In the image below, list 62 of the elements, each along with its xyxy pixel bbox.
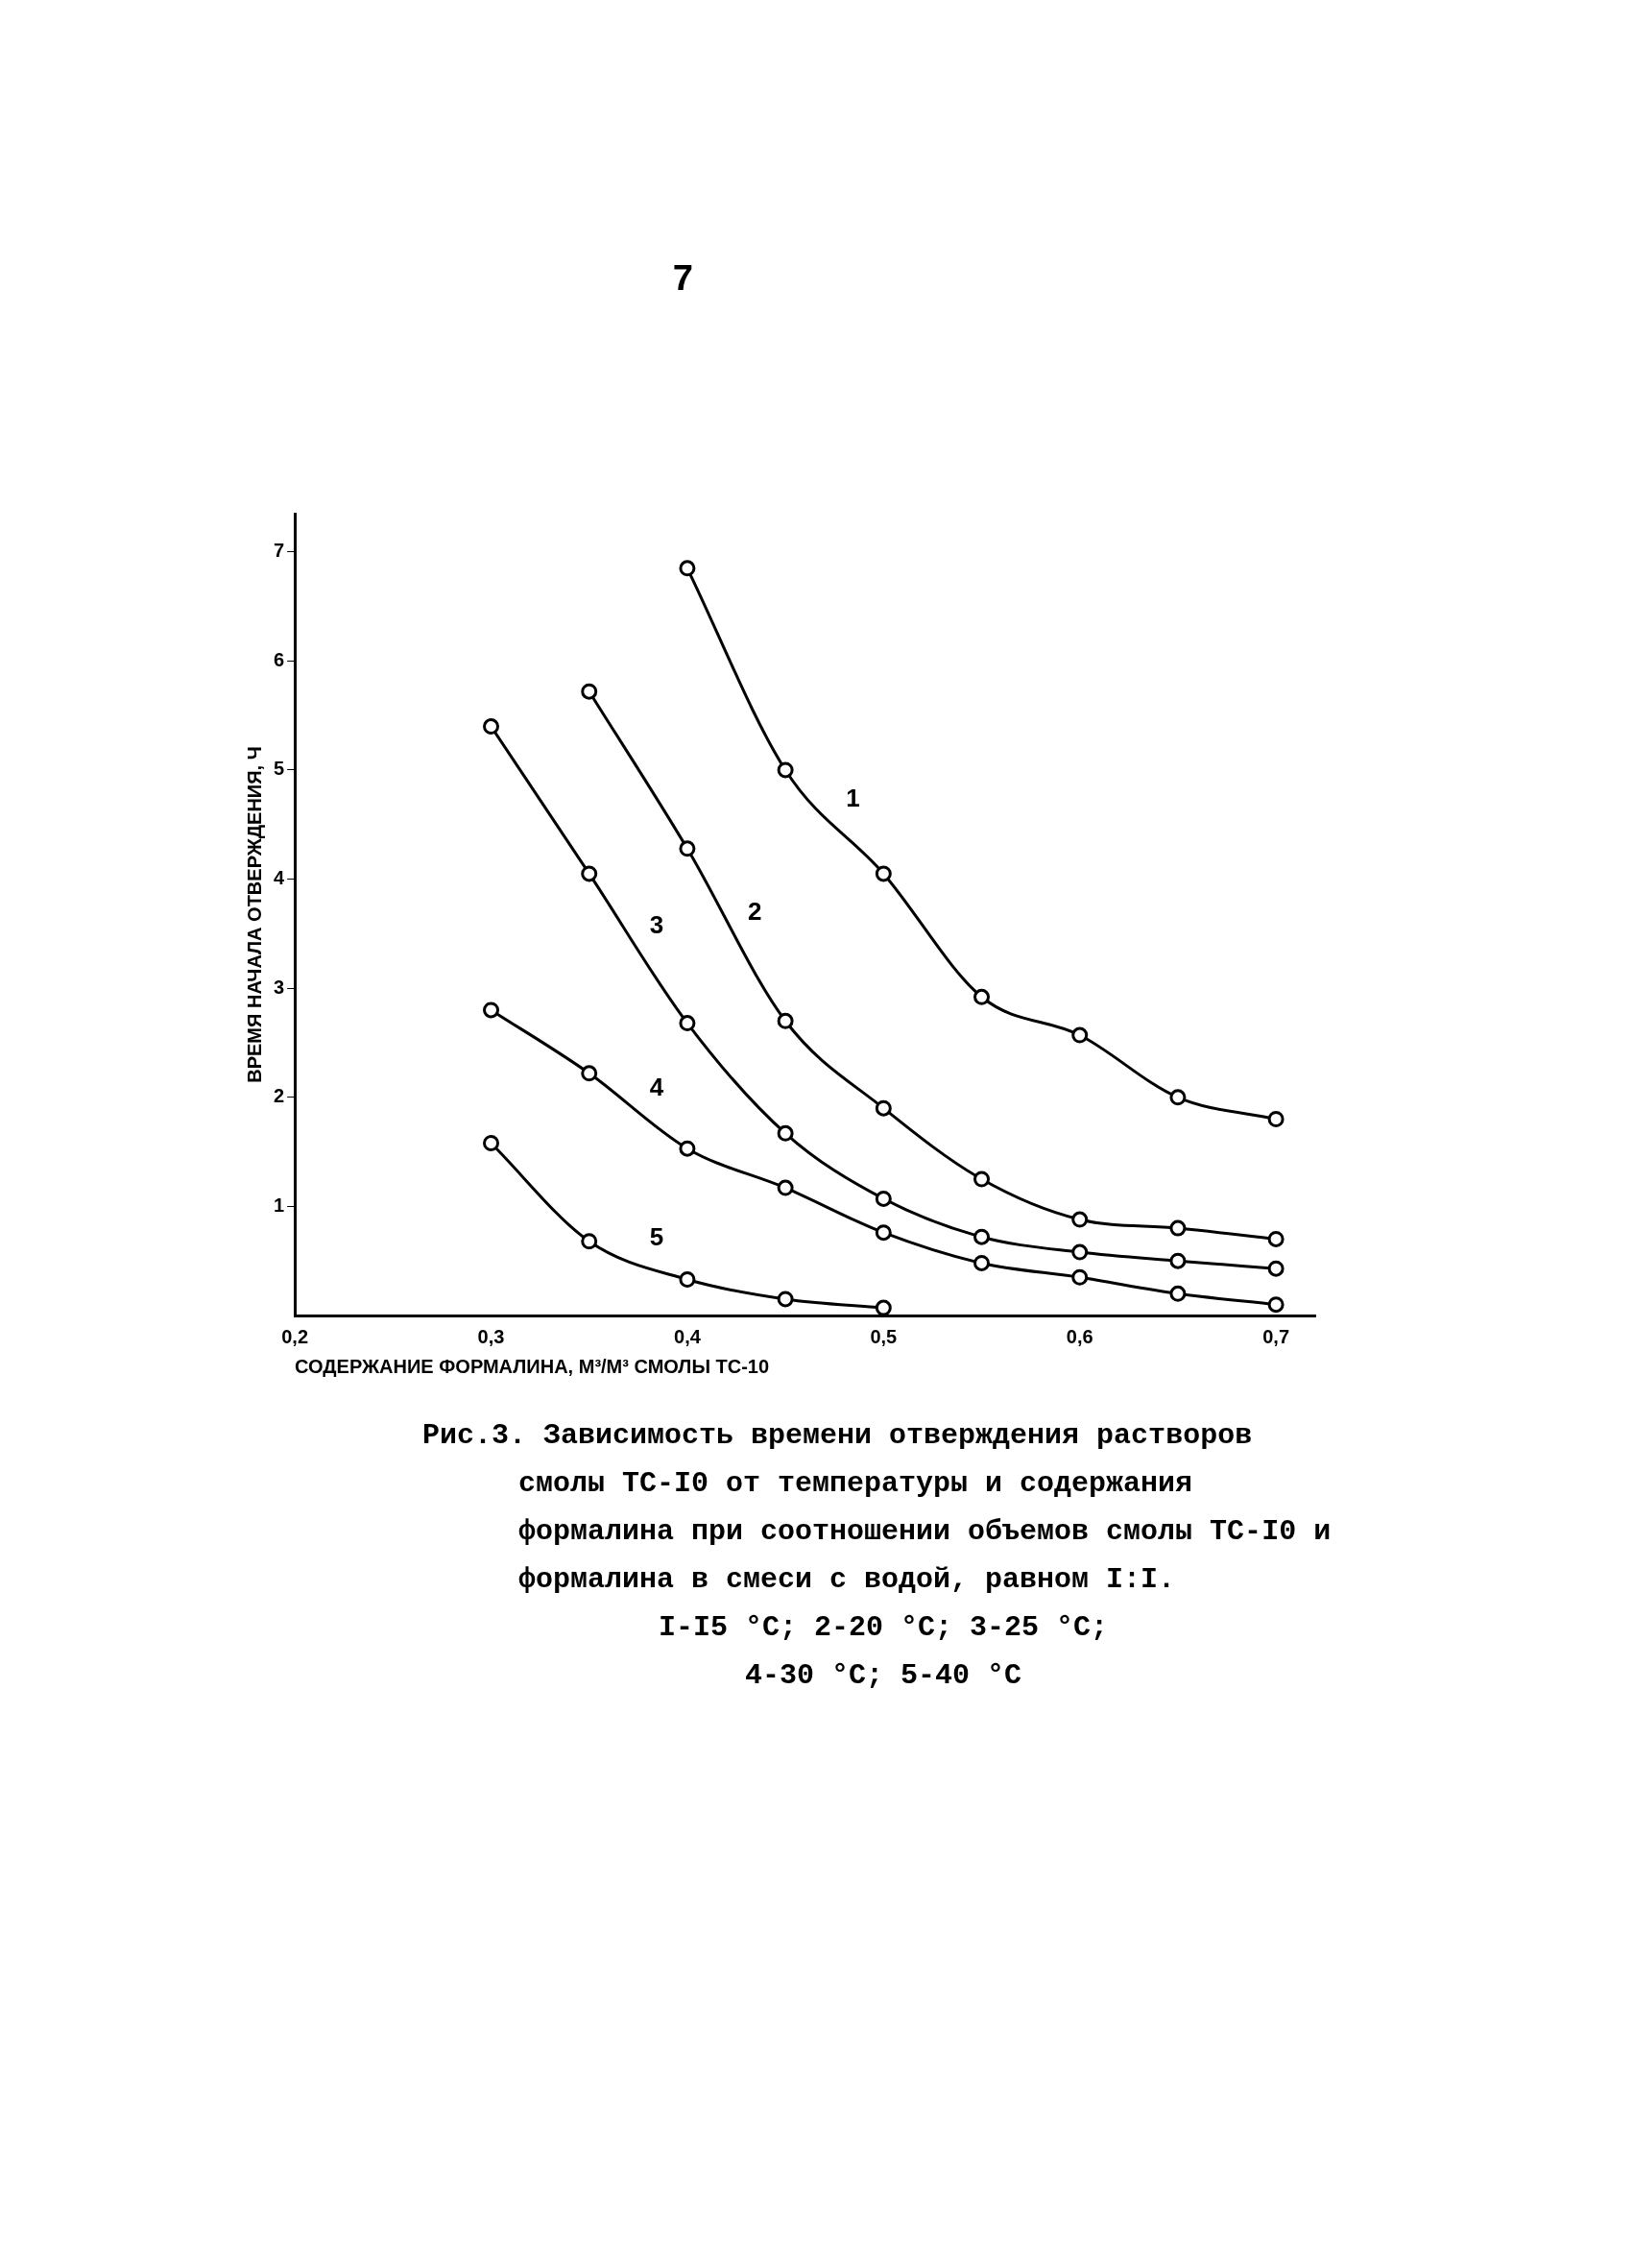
point	[679, 1271, 696, 1289]
point	[483, 718, 500, 736]
point	[875, 1299, 892, 1315]
point	[1169, 1089, 1187, 1106]
point	[875, 1099, 892, 1117]
point	[875, 865, 892, 882]
point	[1169, 1285, 1187, 1302]
point	[973, 1170, 991, 1188]
text: I-I5 °C; 2-20 °C; 3-25 °C;	[657, 1610, 1110, 1646]
point	[1169, 1219, 1187, 1237]
point	[1071, 1211, 1089, 1228]
x-tick-label: 0,5	[870, 1325, 898, 1347]
point	[581, 1065, 598, 1082]
point	[679, 1140, 696, 1157]
y-tick-label: 2	[274, 1085, 285, 1107]
point	[875, 1224, 892, 1242]
y-tick-label: 6	[274, 648, 285, 670]
point	[1071, 1026, 1089, 1044]
point	[483, 1001, 500, 1019]
point	[1071, 1268, 1089, 1286]
series-label: 1	[846, 784, 860, 813]
point	[1169, 1252, 1187, 1269]
point	[679, 1015, 696, 1032]
point	[1267, 1230, 1285, 1247]
point	[777, 761, 794, 779]
series-label: 4	[649, 1073, 664, 1102]
point	[973, 1228, 991, 1245]
y-tick-label: 7	[274, 540, 285, 562]
point	[1267, 1296, 1285, 1314]
point	[581, 865, 598, 882]
y-tick-label: 5	[274, 758, 285, 780]
series-label: 3	[649, 909, 664, 939]
x-tick-label: 0,2	[281, 1325, 309, 1347]
x-axis-title: СОДЕРЖАНИЕ ФОРМАЛИНА, М³/М³ СМОЛЫ ТС-10	[295, 1355, 770, 1377]
y-tick-label: 1	[274, 1194, 285, 1216]
text: 4-30 °C; 5-40 °C	[743, 1658, 1022, 1694]
point	[679, 840, 696, 857]
text: 7	[672, 259, 694, 301]
point	[875, 1190, 892, 1207]
point	[777, 1291, 794, 1308]
point	[581, 683, 598, 700]
series-label: 5	[649, 1221, 664, 1251]
x-tick-label: 0,7	[1262, 1325, 1290, 1347]
point	[581, 1233, 598, 1250]
point	[777, 1124, 794, 1142]
point	[777, 1179, 794, 1196]
y-tick-label: 3	[274, 976, 285, 998]
point	[973, 988, 991, 1005]
point	[679, 560, 696, 577]
point	[1267, 1111, 1285, 1128]
x-tick-label: 0,6	[1066, 1325, 1093, 1347]
point	[1267, 1260, 1285, 1277]
text: Рис.3. Зависимость времени отверждения растворов смолы ТС-I0 от температуры и содержания формалина при соотношении объемов смолы ТС-I0 и формалина в смеси с водой, равном I:I.	[422, 1418, 1333, 1598]
point	[777, 1012, 794, 1029]
y-tick-label: 4	[274, 867, 285, 889]
x-tick-label: 0,4	[674, 1325, 702, 1347]
point	[483, 1135, 500, 1151]
x-tick-label: 0,3	[477, 1325, 505, 1347]
point	[973, 1254, 991, 1271]
series-label: 2	[748, 896, 762, 926]
y-axis-title: ВРЕМЯ НАЧАЛА ОТВЕРЖДЕНИЯ, Ч	[243, 746, 265, 1083]
point	[1071, 1243, 1089, 1261]
